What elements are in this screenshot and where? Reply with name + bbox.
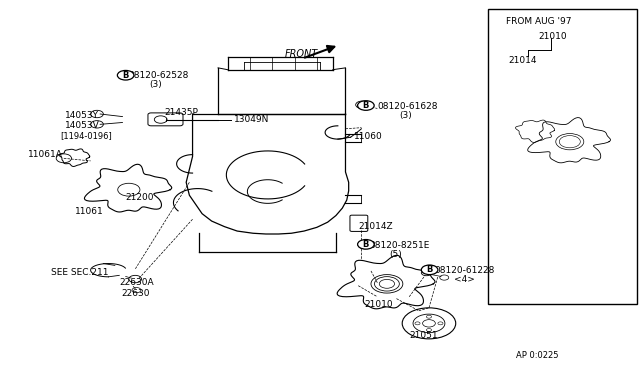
- Circle shape: [421, 265, 438, 275]
- Text: B: B: [363, 240, 369, 249]
- Text: FROM AUG '97: FROM AUG '97: [506, 17, 572, 26]
- Text: 21010: 21010: [365, 300, 393, 309]
- Text: 21200: 21200: [125, 193, 154, 202]
- Text: 21010: 21010: [538, 32, 566, 41]
- Text: 08120-61628: 08120-61628: [378, 102, 438, 111]
- Text: 22630A: 22630A: [119, 278, 154, 287]
- Text: 21014: 21014: [509, 56, 537, 65]
- Circle shape: [358, 101, 374, 110]
- Text: (3): (3): [399, 111, 412, 121]
- Text: (5): (5): [389, 250, 401, 259]
- Text: 21435P: 21435P: [164, 108, 198, 117]
- Text: 14053V: 14053V: [65, 121, 100, 130]
- Text: 14053Y: 14053Y: [65, 111, 99, 121]
- Text: B: B: [363, 101, 369, 110]
- Text: [1194-0196]: [1194-0196]: [61, 131, 113, 140]
- Text: SEE SEC.211: SEE SEC.211: [51, 268, 109, 277]
- Text: B: B: [426, 265, 433, 274]
- Text: 11061A: 11061A: [28, 150, 63, 159]
- Text: B: B: [122, 71, 129, 80]
- Text: 08120-61228: 08120-61228: [435, 266, 495, 275]
- Text: FRONT: FRONT: [285, 49, 318, 59]
- Text: 11060: 11060: [354, 132, 383, 141]
- Text: 08120-8251E: 08120-8251E: [370, 241, 430, 250]
- Circle shape: [358, 240, 374, 249]
- Text: AP 0:0225: AP 0:0225: [516, 351, 559, 360]
- Text: 21051: 21051: [409, 331, 438, 340]
- Text: <4>: <4>: [454, 275, 475, 283]
- Text: 13049N: 13049N: [234, 115, 269, 124]
- Text: 21014Z: 21014Z: [358, 222, 393, 231]
- Bar: [488, 9, 637, 304]
- Text: 22630: 22630: [121, 289, 150, 298]
- Text: 11061: 11061: [75, 207, 104, 217]
- Text: 08120-62528: 08120-62528: [129, 71, 189, 80]
- Text: (3): (3): [149, 80, 162, 89]
- Circle shape: [117, 70, 134, 80]
